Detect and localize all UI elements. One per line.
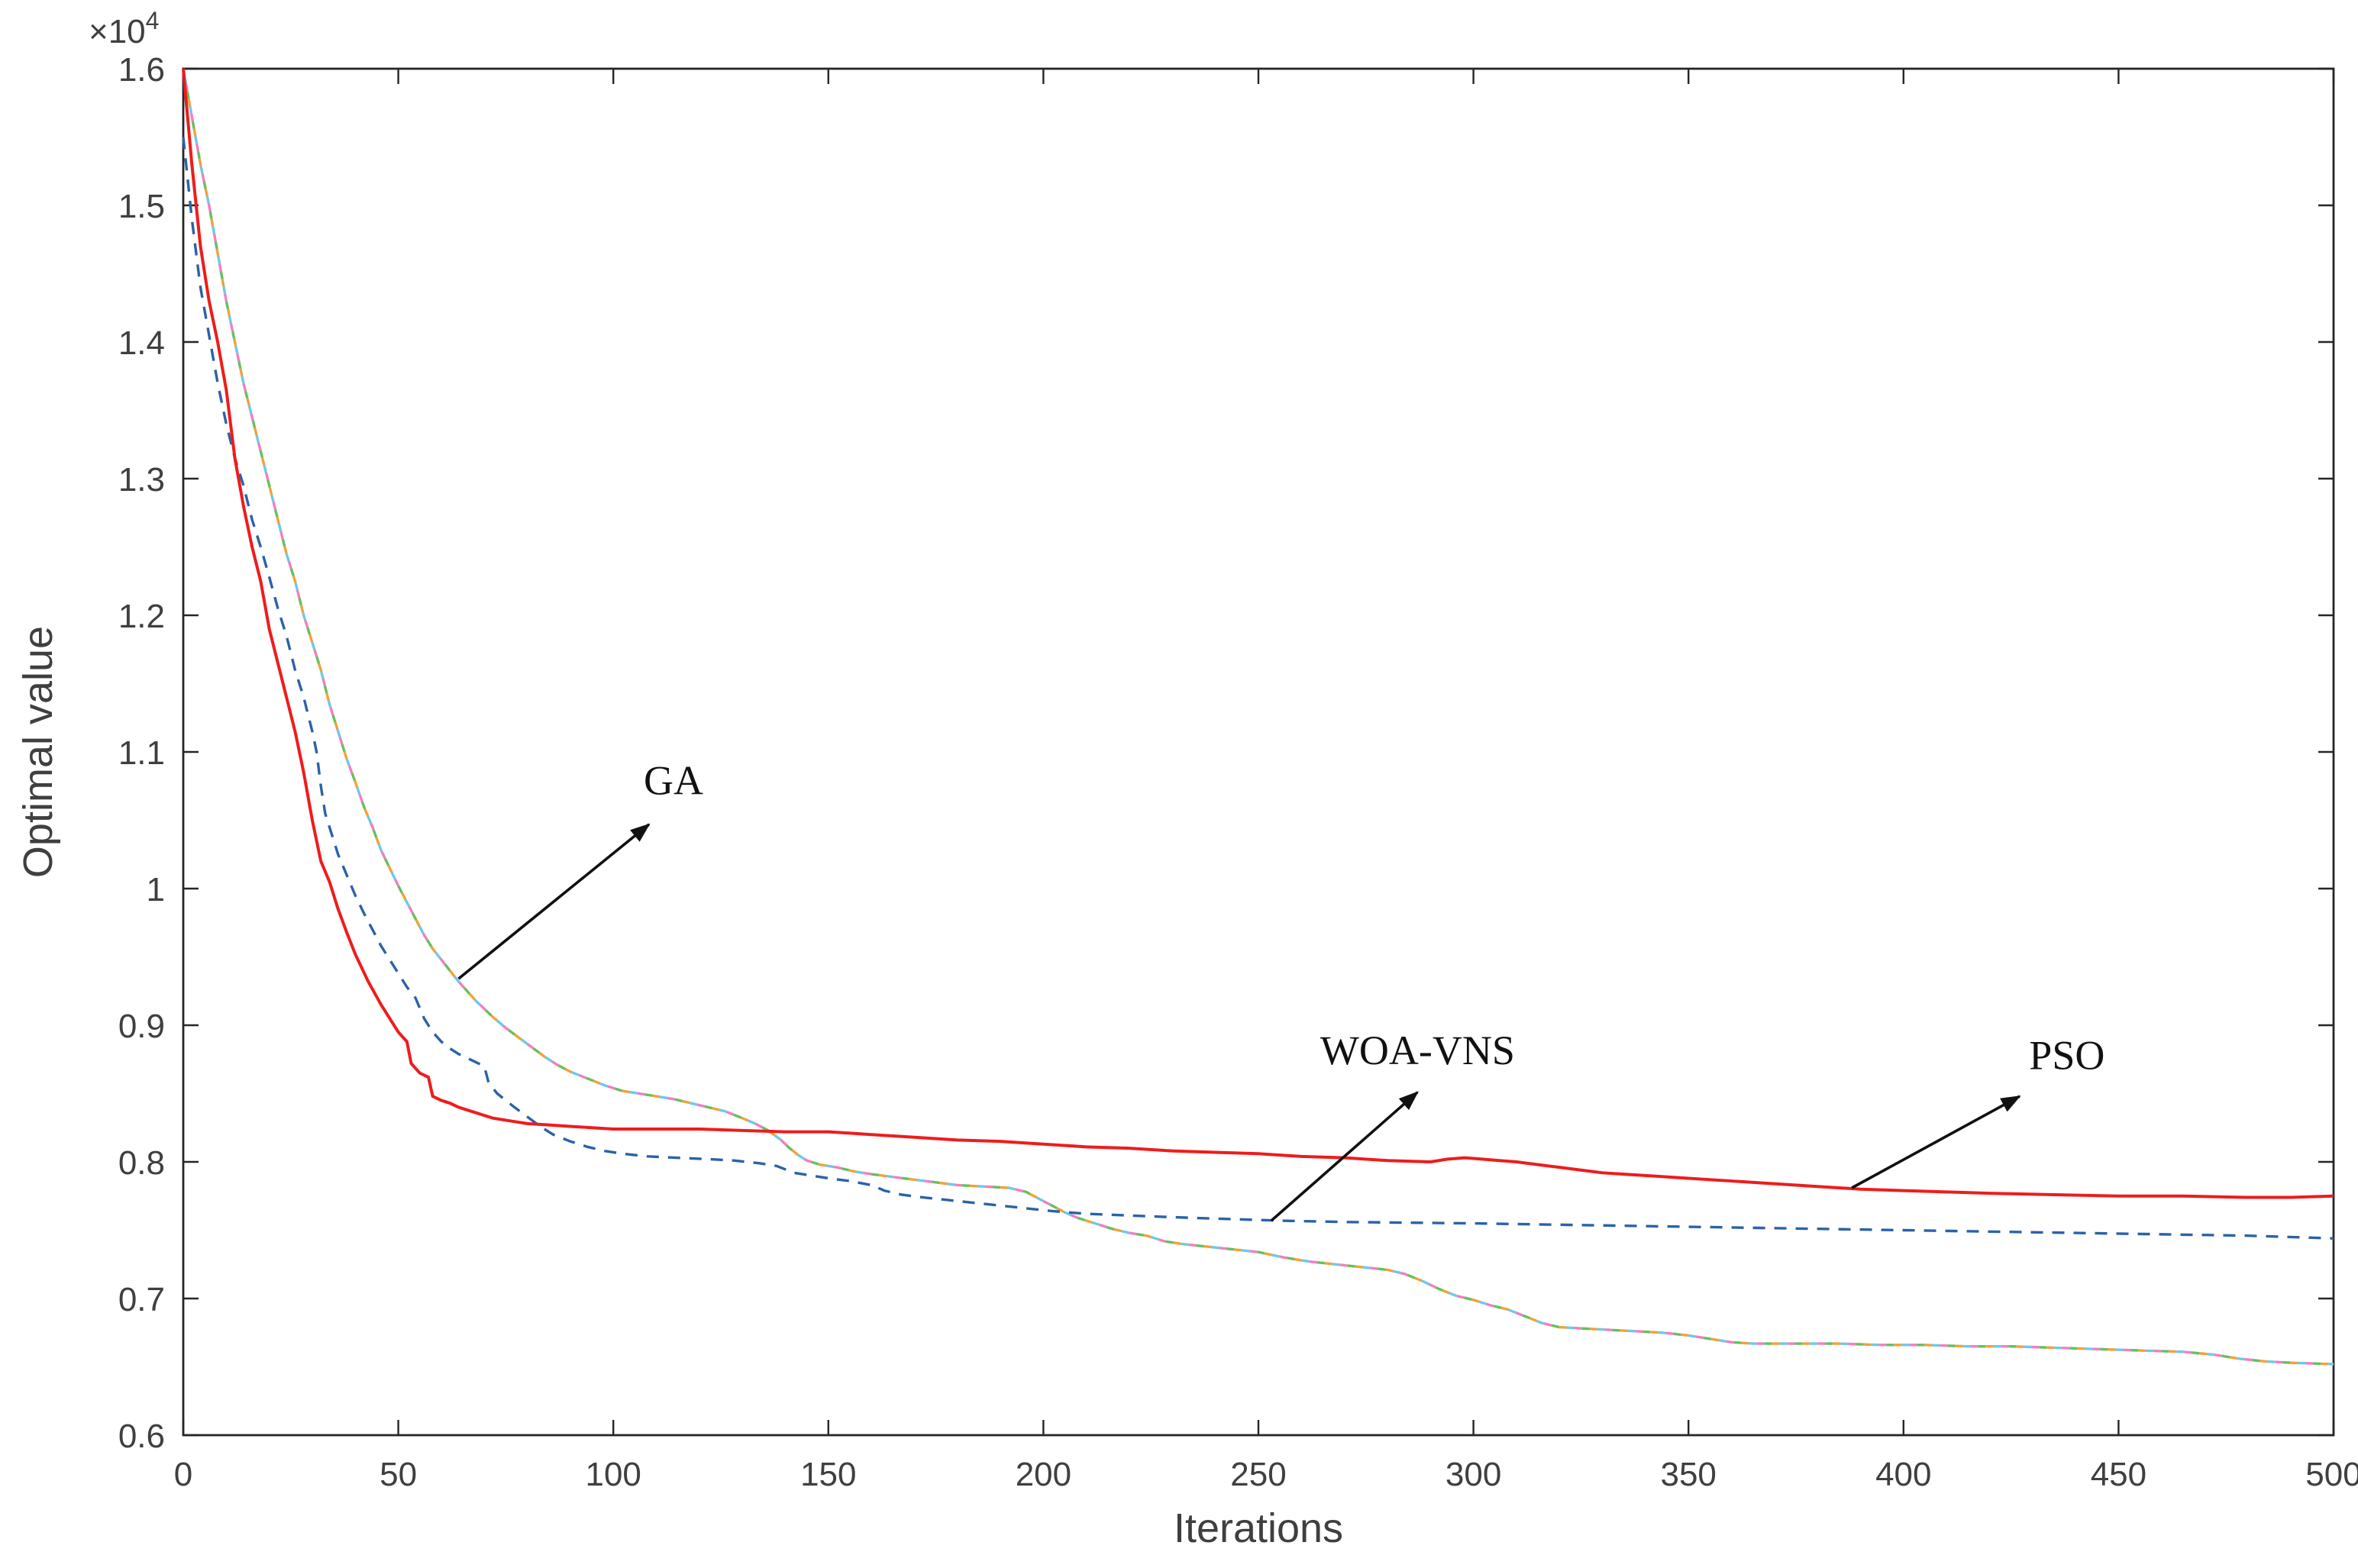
x-tick-label: 400 <box>1875 1456 1931 1493</box>
y-tick-label: 0.6 <box>118 1418 165 1455</box>
series-WOA-VNS <box>182 137 2334 1240</box>
annotation-label-GA: GA <box>644 757 703 803</box>
x-tick-label: 150 <box>800 1456 856 1493</box>
annotation-label-WOA-VNS: WOA-VNS <box>1320 1028 1515 1073</box>
x-tick-label: 50 <box>380 1456 417 1493</box>
y-axis-exponent: ×104 <box>89 7 159 50</box>
y-tick-label: 1.1 <box>118 734 165 772</box>
y-tick-label: 1.3 <box>118 461 165 498</box>
y-tick-label: 0.9 <box>118 1008 165 1045</box>
y-tick-label: 1.5 <box>118 188 165 225</box>
y-tick-label: 1.6 <box>118 51 165 89</box>
annotation-label-PSO: PSO <box>2029 1032 2104 1078</box>
x-tick-label: 500 <box>2305 1456 2358 1493</box>
annotation-arrow-PSO <box>1851 1095 2021 1189</box>
x-tick-label: 200 <box>1016 1456 1071 1493</box>
series-GA <box>182 68 2334 1366</box>
y-tick-label: 0.7 <box>118 1281 165 1318</box>
annotation-arrow-WOA-VNS <box>1270 1091 1419 1222</box>
x-tick-label: 100 <box>585 1456 641 1493</box>
x-tick-label: 300 <box>1445 1456 1501 1493</box>
y-tick-label: 1 <box>147 871 165 908</box>
y-tick-label: 0.8 <box>118 1144 165 1182</box>
x-tick-label: 350 <box>1660 1456 1716 1493</box>
x-tick-label: 0 <box>174 1456 192 1493</box>
series-GA <box>182 68 2334 1366</box>
y-tick-label: 1.2 <box>118 598 165 635</box>
series-GA <box>182 68 2334 1366</box>
x-tick-label: 250 <box>1230 1456 1286 1493</box>
y-axis-label: Optimal value <box>15 626 61 878</box>
series-GA <box>182 68 2334 1366</box>
plot-box <box>182 67 2335 1437</box>
series-PSO <box>182 68 2334 1199</box>
x-axis-label: Iterations <box>1174 1505 1343 1551</box>
annotation-arrow-GA <box>457 823 651 980</box>
y-tick-label: 1.4 <box>118 324 165 362</box>
x-tick-label: 450 <box>2091 1456 2146 1493</box>
